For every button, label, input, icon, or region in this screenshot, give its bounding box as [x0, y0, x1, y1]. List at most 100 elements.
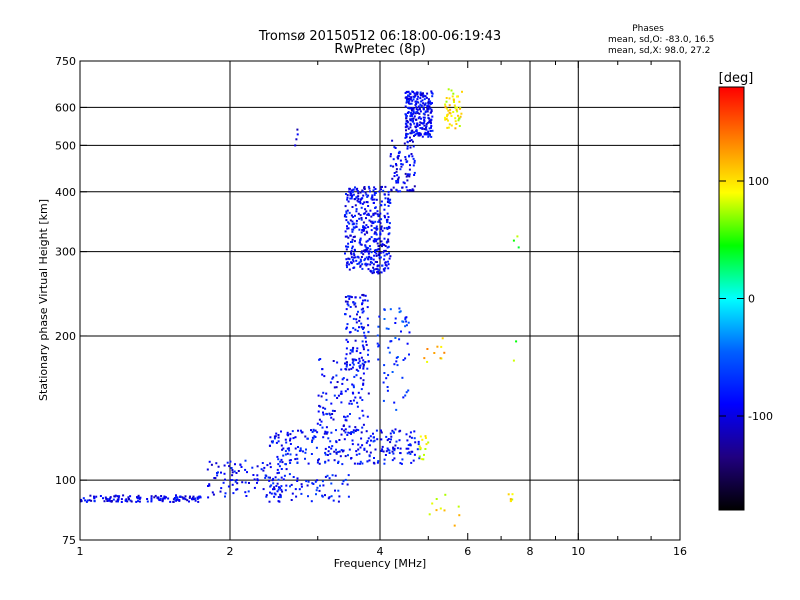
data-point	[372, 239, 375, 242]
data-point	[125, 499, 127, 502]
data-point	[419, 91, 422, 94]
data-point	[178, 499, 181, 502]
data-point	[368, 250, 371, 253]
data-point	[444, 106, 447, 109]
data-point	[399, 462, 402, 465]
data-point	[359, 258, 362, 261]
data-point	[335, 374, 338, 377]
data-point	[395, 408, 398, 411]
data-point	[108, 498, 111, 501]
data-point	[395, 168, 398, 171]
data-point	[344, 313, 346, 316]
data-point	[404, 394, 407, 397]
data-point	[347, 245, 350, 248]
data-point	[367, 330, 370, 333]
data-point	[362, 423, 365, 426]
data-point	[356, 199, 359, 202]
data-point	[179, 495, 182, 498]
data-point	[406, 160, 409, 163]
data-point	[207, 496, 210, 499]
data-point	[374, 448, 377, 451]
data-point	[191, 496, 194, 499]
data-point	[406, 189, 409, 192]
data-point	[388, 252, 390, 255]
data-point	[330, 482, 333, 485]
data-point	[325, 432, 328, 435]
data-point	[312, 483, 315, 485]
data-point	[379, 233, 382, 236]
data-point	[318, 418, 321, 421]
data-point	[349, 352, 352, 355]
data-point	[351, 366, 354, 369]
data-point	[324, 407, 327, 410]
data-point	[332, 499, 335, 502]
data-point	[222, 481, 225, 484]
data-point	[282, 454, 285, 457]
data-point	[383, 318, 386, 320]
data-point	[159, 499, 162, 502]
data-point	[318, 489, 321, 492]
data-point	[372, 189, 375, 192]
data-point	[329, 440, 332, 443]
data-point	[367, 194, 370, 197]
data-point	[345, 326, 348, 329]
y-tick-label: 400	[55, 186, 76, 199]
data-point	[346, 194, 349, 197]
data-point	[388, 226, 391, 229]
data-point	[425, 96, 428, 99]
data-point	[428, 121, 430, 124]
data-point	[427, 100, 430, 103]
data-point	[396, 447, 399, 450]
data-point	[345, 245, 347, 248]
data-point	[408, 451, 411, 454]
data-point	[454, 106, 457, 109]
data-point	[373, 457, 375, 459]
data-point	[336, 397, 339, 399]
data-point	[346, 266, 348, 269]
data-point	[358, 452, 361, 455]
data-point	[269, 491, 271, 494]
data-point	[453, 104, 456, 107]
data-point	[408, 175, 411, 178]
data-point	[365, 230, 368, 233]
data-point	[425, 123, 428, 126]
data-point	[386, 386, 389, 388]
data-point	[341, 378, 344, 381]
data-point	[363, 250, 366, 253]
data-point	[407, 444, 410, 446]
data-point	[290, 499, 293, 501]
data-point	[380, 225, 383, 228]
data-point	[289, 459, 292, 462]
data-point	[366, 263, 369, 266]
data-point	[387, 238, 390, 241]
data-point	[246, 471, 248, 474]
data-point	[328, 496, 331, 499]
data-point	[435, 509, 438, 512]
x-tick-label: 6	[464, 545, 471, 558]
data-point	[446, 126, 449, 129]
data-point	[367, 392, 370, 395]
data-point	[337, 462, 339, 464]
data-point	[430, 90, 433, 93]
data-point	[355, 350, 358, 353]
data-point	[285, 441, 288, 444]
data-point	[357, 369, 360, 372]
data-point	[411, 188, 414, 191]
data-point	[393, 401, 396, 404]
data-point	[380, 200, 383, 203]
data-point	[363, 448, 366, 451]
data-point	[138, 497, 141, 500]
data-point	[353, 235, 356, 238]
data-point	[427, 101, 430, 104]
data-point	[510, 500, 512, 502]
data-point	[370, 197, 373, 200]
data-point	[362, 326, 365, 329]
data-point	[355, 196, 358, 199]
data-point	[300, 485, 303, 488]
data-point	[358, 319, 361, 322]
data-point	[288, 449, 291, 452]
data-point	[284, 450, 287, 453]
data-point	[374, 212, 377, 215]
data-point	[370, 224, 373, 227]
data-point	[304, 435, 307, 438]
